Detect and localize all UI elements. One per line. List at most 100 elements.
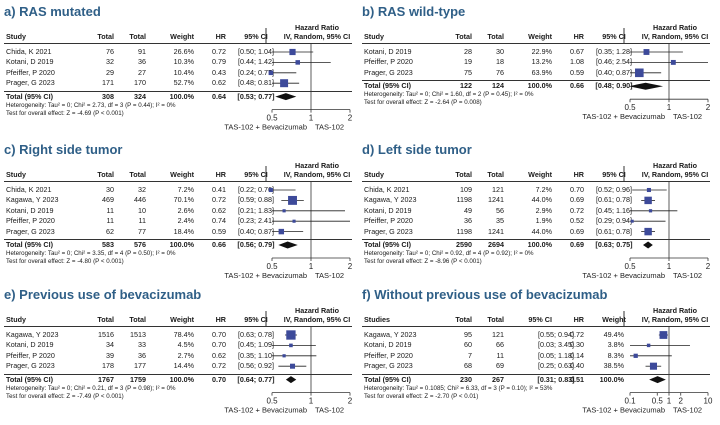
row-study: Kotani, D 2019 bbox=[364, 205, 412, 215]
row-total-2: 36 bbox=[138, 57, 146, 67]
overall-effect-text: Test for overall effect: Z = -7.49 (P < … bbox=[6, 392, 124, 400]
overall-effect-text: Test for overall effect: Z = -8.96 (P < … bbox=[364, 258, 482, 265]
row-total-2: 121 bbox=[492, 330, 504, 339]
point-estimate bbox=[646, 187, 651, 193]
row-weight: 10.3% bbox=[173, 57, 194, 67]
row-weight: 2.4% bbox=[177, 216, 194, 226]
header-total-1: Total bbox=[455, 170, 472, 179]
total-hr: 0.66 bbox=[570, 81, 584, 91]
row-hr: 0.30 bbox=[570, 340, 584, 350]
header-plot-title: Hazard Ratio bbox=[295, 23, 339, 32]
row-total-2: 76 bbox=[496, 67, 504, 77]
header-total-1: Total bbox=[97, 32, 114, 41]
total-hr: 0.51 bbox=[570, 374, 584, 384]
row-study: Chida, K 2021 bbox=[6, 47, 52, 56]
total-label: Total (95% CI) bbox=[6, 374, 53, 384]
header-rule bbox=[4, 43, 352, 44]
total-label: Total (95% CI) bbox=[364, 374, 411, 384]
total-weight: 100.0% bbox=[169, 91, 194, 101]
panel-title: a) RAS mutated bbox=[4, 4, 101, 19]
total-weight: 100.0% bbox=[169, 374, 194, 384]
forest-plot: 0.1 0.5 1 2 10 TAS-102 + Bevacizumab TAS-102 bbox=[582, 311, 713, 415]
row-total-1: 39 bbox=[106, 350, 114, 360]
point-estimate bbox=[289, 48, 296, 56]
total-label: Total (95% CI) bbox=[364, 240, 411, 249]
pooled-diamond bbox=[643, 241, 653, 249]
favors-left-label: TAS-102 + Bevacizumab bbox=[224, 271, 307, 280]
header-rule bbox=[362, 181, 710, 182]
x-tick-label: 2 bbox=[348, 114, 353, 123]
panel-title: c) Right side tumor bbox=[4, 142, 123, 157]
row-hr: 0.41 bbox=[212, 185, 226, 194]
row-study: Kagawa, Y 2023 bbox=[364, 195, 417, 205]
total-weight: 100.0% bbox=[169, 240, 194, 249]
panel-title: b) RAS wild-type bbox=[362, 4, 466, 19]
header-hr: HR bbox=[573, 315, 584, 324]
point-estimate bbox=[268, 187, 273, 193]
row-ci: [0.59; 0.88] bbox=[238, 195, 274, 205]
header-plot-subtitle: IV, Random, 95% CI bbox=[283, 315, 351, 324]
header-total-1: Total bbox=[97, 170, 114, 179]
point-estimate bbox=[644, 196, 652, 205]
header-hr: HR bbox=[215, 315, 226, 324]
row-total-2: 446 bbox=[134, 195, 146, 205]
total-weight: 100.0% bbox=[527, 81, 552, 91]
header-total-2: Total bbox=[129, 32, 146, 41]
row-study: Pfeiffer, P 2020 bbox=[364, 216, 413, 226]
header-rule bbox=[4, 326, 352, 327]
row-study: Chida, K 2021 bbox=[6, 185, 52, 194]
row-total-2: 10 bbox=[138, 205, 146, 215]
row-ci: [0.55; 0.94] bbox=[538, 330, 574, 339]
header-ci: 95% CI bbox=[602, 170, 626, 179]
total-label: Total (95% CI) bbox=[364, 81, 411, 91]
row-ci: [0.22; 0.76] bbox=[238, 185, 274, 194]
point-estimate bbox=[670, 59, 676, 65]
row-ci: [0.45; 1.09] bbox=[238, 340, 274, 350]
row-ci: [0.40; 0.87] bbox=[238, 226, 274, 236]
row-hr: 0.72 bbox=[212, 195, 226, 205]
row-weight: 44.0% bbox=[531, 226, 552, 236]
row-study: Pfeiffer, P 2020 bbox=[6, 67, 55, 77]
panel-title: e) Previous use of bevacizumab bbox=[4, 287, 202, 302]
row-hr: 0.72 bbox=[212, 47, 226, 56]
point-estimate bbox=[282, 354, 286, 358]
total-rule bbox=[362, 373, 710, 375]
row-total-1: 76 bbox=[106, 47, 114, 56]
total-weight: 100.0% bbox=[599, 374, 624, 384]
total-total-1: 583 bbox=[102, 240, 114, 249]
favors-right-label: TAS-102 bbox=[315, 123, 344, 132]
row-study: Pfeiffer, P 2020 bbox=[364, 350, 413, 360]
row-hr: 0.72 bbox=[212, 361, 226, 371]
row-total-2: 27 bbox=[138, 67, 146, 77]
header-weight: Weight bbox=[528, 32, 552, 41]
point-estimate bbox=[280, 79, 289, 88]
row-study: Pfeiffer, P 2020 bbox=[6, 216, 55, 226]
header-hr: HR bbox=[215, 32, 226, 41]
row-ci: [0.45; 1.16] bbox=[596, 205, 632, 215]
total-rule bbox=[362, 80, 710, 82]
total-ci: [0.56; 0.79] bbox=[237, 240, 275, 249]
row-total-1: 109 bbox=[460, 185, 472, 194]
point-estimate bbox=[278, 228, 285, 235]
row-total-2: 91 bbox=[138, 47, 146, 56]
x-tick-label: 2 bbox=[348, 397, 353, 406]
header-plot-title: Hazard Ratio bbox=[295, 161, 339, 170]
x-tick-label: 2 bbox=[706, 103, 711, 112]
header-ci: 95% CI bbox=[602, 32, 626, 41]
row-total-1: 11 bbox=[106, 205, 114, 215]
row-total-1: 1516 bbox=[98, 330, 114, 339]
row-total-1: 68 bbox=[464, 361, 472, 371]
point-estimate bbox=[659, 331, 668, 339]
row-ci: [0.40; 0.87] bbox=[596, 67, 632, 77]
total-total-1: 308 bbox=[102, 91, 114, 101]
header-total-2: Total bbox=[129, 315, 146, 324]
point-estimate bbox=[649, 362, 658, 370]
header-plot-title: Hazard Ratio bbox=[653, 306, 697, 315]
panel-title: d) Left side tumor bbox=[362, 142, 472, 157]
row-ci: [0.24; 0.77] bbox=[238, 67, 274, 77]
total-total-1: 122 bbox=[460, 81, 472, 91]
row-total-1: 1198 bbox=[456, 226, 472, 236]
row-hr: 0.59 bbox=[570, 67, 584, 77]
row-total-1: 36 bbox=[464, 216, 472, 226]
header-hr: HR bbox=[573, 170, 584, 179]
